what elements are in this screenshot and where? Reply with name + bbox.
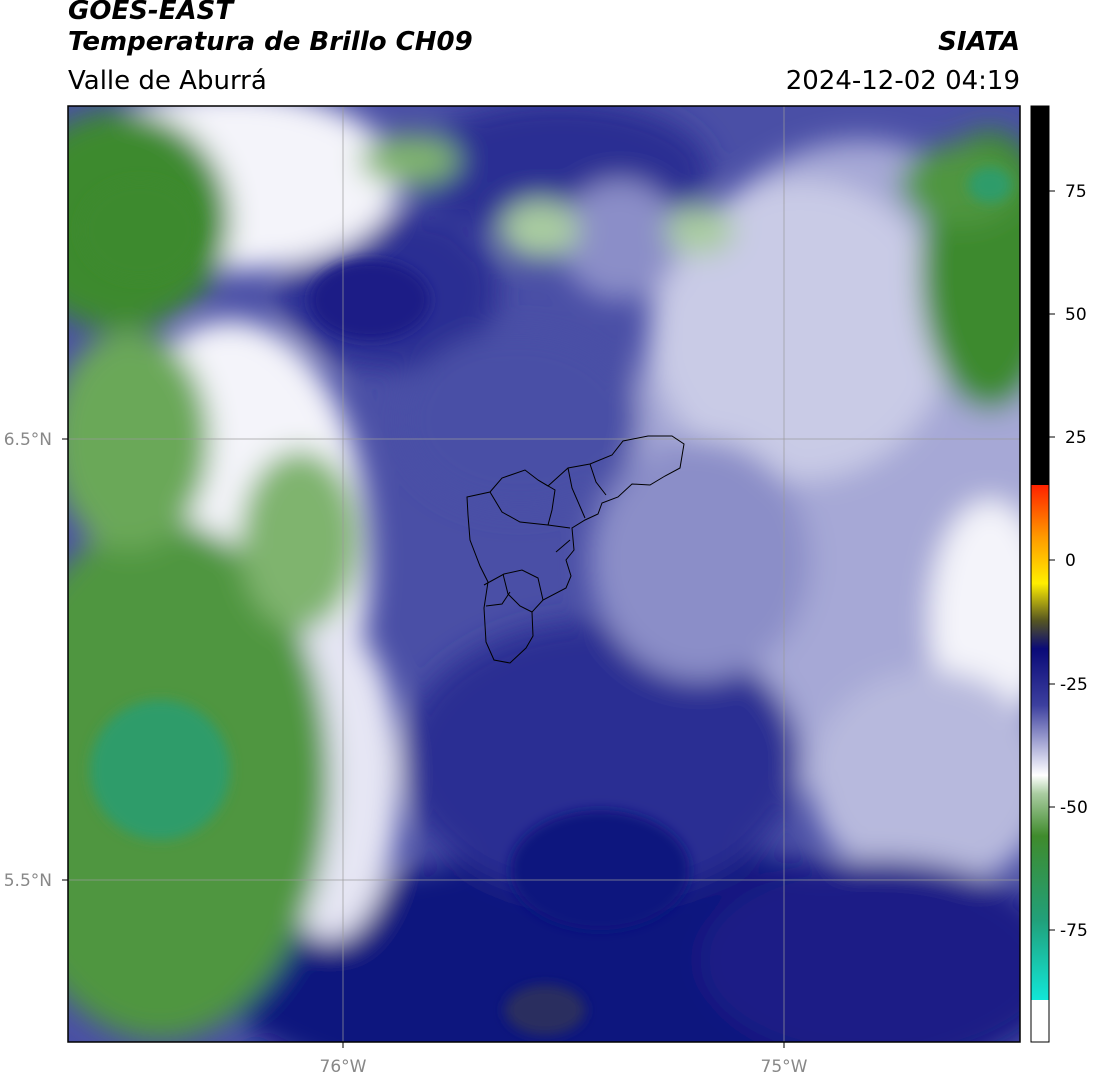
colorbar: [1030, 105, 1050, 1043]
colorbar-tick-label: -50: [1060, 798, 1088, 818]
lon-label-76w: 76°W: [320, 1057, 367, 1077]
map-frame: [67, 105, 1021, 1043]
region-label: Valle de Aburrá: [68, 66, 267, 96]
colorbar-ticks: 75 50 25 0 -25 -50 -75: [1049, 182, 1088, 941]
datetime-label: 2024-12-02 04:19: [785, 66, 1020, 96]
colorbar-tick-label: 50: [1065, 305, 1087, 325]
lat-label-5-5n: 5.5°N: [4, 871, 52, 891]
colorbar-tick-label: -25: [1060, 675, 1088, 695]
brightness-temperature-field: [68, 106, 1020, 1042]
lon-label-75w: 75°W: [761, 1057, 808, 1077]
colorbar-tick-label: 0: [1065, 551, 1076, 571]
colorbar-tick-label: 75: [1065, 182, 1087, 202]
satellite-title: GOES-EAST: [68, 0, 234, 26]
product-title: Temperatura de Brillo CH09: [68, 27, 473, 57]
colorbar-tick-label: 25: [1065, 428, 1087, 448]
colorbar-tick-label: -75: [1060, 921, 1088, 941]
organization-label: SIATA: [938, 27, 1020, 57]
lat-label-6-5n: 6.5°N: [4, 430, 52, 450]
municipality-boundaries: [466, 435, 685, 664]
graticule: [68, 106, 1020, 1042]
